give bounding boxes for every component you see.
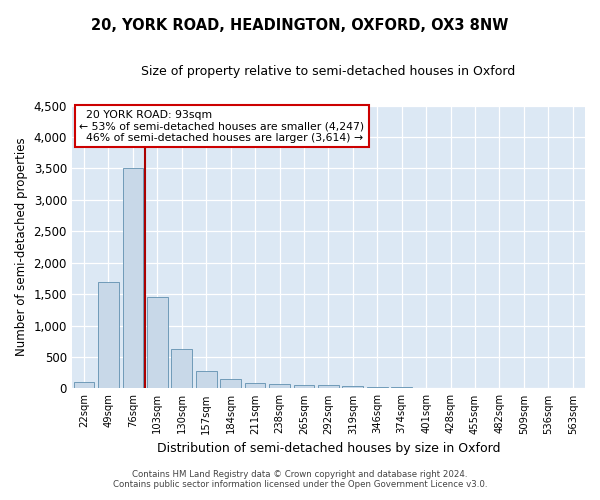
Bar bbox=[245, 383, 265, 388]
Bar bbox=[122, 168, 143, 388]
Bar bbox=[74, 382, 94, 388]
Bar bbox=[293, 384, 314, 388]
Bar bbox=[318, 386, 339, 388]
Bar bbox=[391, 387, 412, 388]
Bar bbox=[147, 298, 168, 388]
Bar bbox=[367, 386, 388, 388]
Bar bbox=[220, 379, 241, 388]
X-axis label: Distribution of semi-detached houses by size in Oxford: Distribution of semi-detached houses by … bbox=[157, 442, 500, 455]
Bar bbox=[98, 282, 119, 389]
Text: 20 YORK ROAD: 93sqm
← 53% of semi-detached houses are smaller (4,247)
  46% of s: 20 YORK ROAD: 93sqm ← 53% of semi-detach… bbox=[79, 110, 365, 143]
Text: 20, YORK ROAD, HEADINGTON, OXFORD, OX3 8NW: 20, YORK ROAD, HEADINGTON, OXFORD, OX3 8… bbox=[91, 18, 509, 32]
Title: Size of property relative to semi-detached houses in Oxford: Size of property relative to semi-detach… bbox=[141, 65, 515, 78]
Bar bbox=[196, 372, 217, 388]
Text: Contains HM Land Registry data © Crown copyright and database right 2024.
Contai: Contains HM Land Registry data © Crown c… bbox=[113, 470, 487, 489]
Bar bbox=[343, 386, 363, 388]
Bar bbox=[269, 384, 290, 388]
Y-axis label: Number of semi-detached properties: Number of semi-detached properties bbox=[15, 138, 28, 356]
Bar bbox=[172, 350, 192, 389]
